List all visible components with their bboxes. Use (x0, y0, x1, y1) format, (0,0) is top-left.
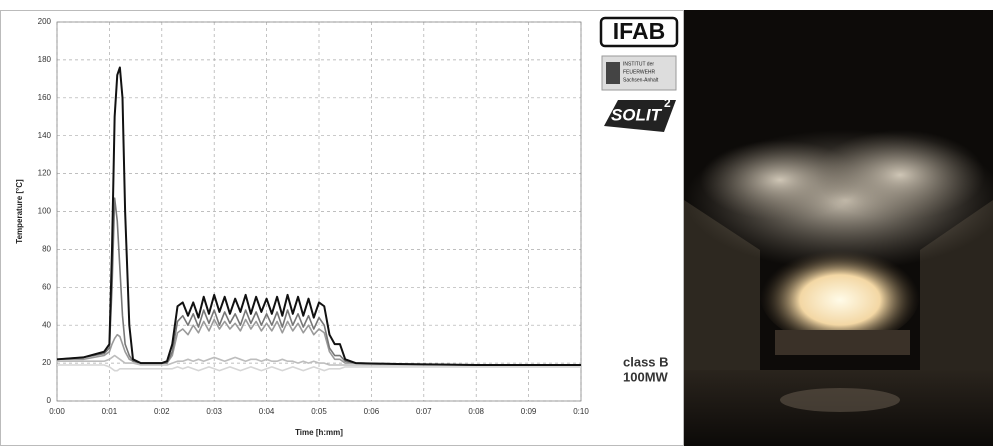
x-tick-label: 0:06 (364, 407, 380, 416)
y-tick-label: 180 (38, 55, 52, 64)
x-tick-label: 0:07 (416, 407, 432, 416)
x-tick-label: 0:05 (311, 407, 327, 416)
y-tick-label: 120 (38, 169, 52, 178)
y-tick-label: 80 (42, 245, 51, 254)
y-tick-label: 160 (38, 93, 52, 102)
y-tick-label: 100 (38, 207, 52, 216)
y-tick-label: 20 (42, 358, 51, 367)
photo (684, 10, 993, 446)
x-tick-label: 0:02 (154, 407, 170, 416)
y-tick-label: 40 (42, 320, 51, 329)
logo-ifab: IFAB (613, 18, 665, 44)
x-tick-label: 0:10 (573, 407, 589, 416)
y-tick-label: 0 (47, 396, 52, 405)
annotation: 100MW (623, 369, 669, 384)
logo-solit-sup: 2 (664, 96, 671, 110)
y-axis-label: Temperature [°C] (15, 179, 24, 244)
x-tick-label: 0:08 (468, 407, 484, 416)
logo-institute: INSTITUT der (623, 61, 654, 67)
y-tick-label: 60 (42, 282, 51, 291)
page: 0 20 40 60 80 100 120 140 160 180 200 0:00 0:01 0:02 0… (0, 0, 993, 446)
y-tick-label: 140 (38, 131, 52, 140)
x-axis-label: Time [h:mm] (295, 428, 343, 437)
logo-solit: SOLIT (611, 105, 663, 124)
x-tick-label: 0:01 (102, 407, 118, 416)
figure: 0 20 40 60 80 100 120 140 160 180 200 0:00 0:01 0:02 0… (0, 0, 993, 446)
logo-institute: Sachsen-Anhalt (623, 77, 659, 83)
x-tick-label: 0:04 (259, 407, 275, 416)
logo-institute: FEUERWEHR (623, 69, 656, 75)
x-tick-label: 0:03 (206, 407, 222, 416)
annotation: class B (623, 354, 669, 369)
x-tick-label: 0:09 (521, 407, 537, 416)
y-tick-label: 200 (38, 17, 52, 26)
logo-emblem (606, 62, 620, 84)
x-tick-label: 0:00 (49, 407, 65, 416)
